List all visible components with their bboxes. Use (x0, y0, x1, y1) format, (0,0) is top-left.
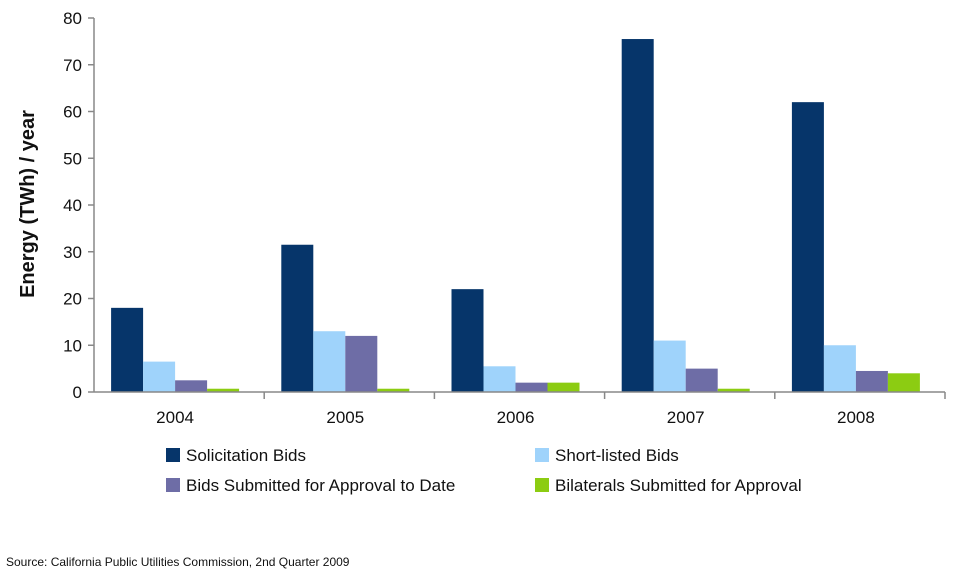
source-note: Source: California Public Utilities Comm… (6, 555, 350, 569)
bar (653, 340, 686, 392)
legend-swatch (535, 448, 549, 462)
bar (887, 373, 920, 392)
bar (855, 370, 888, 392)
legend-swatch (166, 448, 180, 462)
y-axis-ticks: 0 10 20 30 40 50 60 70 80 (63, 9, 94, 402)
legend-label: Short-listed Bids (555, 446, 679, 465)
y-tick-label: 50 (63, 149, 82, 168)
bar (791, 102, 824, 393)
bar (621, 39, 654, 392)
bar (345, 335, 378, 392)
y-tick-label: 30 (63, 243, 82, 262)
x-tick-label: 2005 (326, 408, 364, 427)
bar (377, 388, 410, 392)
bar (451, 289, 484, 392)
y-tick-label: 20 (63, 290, 82, 309)
y-tick-label: 80 (63, 9, 82, 28)
x-tick-label: 2008 (837, 408, 875, 427)
bars-group (111, 39, 920, 393)
legend-swatch (535, 478, 549, 492)
x-tick-label: 2004 (156, 408, 194, 427)
legend-label: Bilaterals Submitted for Approval (555, 476, 802, 495)
x-tick-label: 2007 (667, 408, 705, 427)
legend-swatch (166, 478, 180, 492)
bar (515, 382, 548, 392)
y-tick-label: 10 (63, 336, 82, 355)
bar (483, 366, 516, 392)
y-tick-label: 70 (63, 56, 82, 75)
bar (143, 361, 176, 392)
legend-label: Solicitation Bids (186, 446, 306, 465)
x-tick-label: 2006 (497, 408, 535, 427)
bar (175, 380, 208, 392)
y-tick-label: 60 (63, 103, 82, 122)
y-axis-label: Energy (TWh) / year (17, 110, 39, 298)
y-tick-label: 40 (63, 196, 82, 215)
bar (717, 388, 750, 392)
bar (313, 331, 346, 392)
legend: Solicitation Bids Short-listed Bids Bids S… (166, 446, 802, 495)
y-tick-label: 0 (73, 383, 82, 402)
bar (547, 382, 580, 392)
bar (111, 307, 144, 392)
bar (207, 388, 240, 392)
legend-label: Bids Submitted for Approval to Date (186, 476, 455, 495)
x-axis-ticks: 2004 2005 2006 2007 2008 (156, 392, 946, 427)
bar (281, 244, 314, 392)
bar (823, 345, 856, 392)
bar (685, 368, 718, 392)
